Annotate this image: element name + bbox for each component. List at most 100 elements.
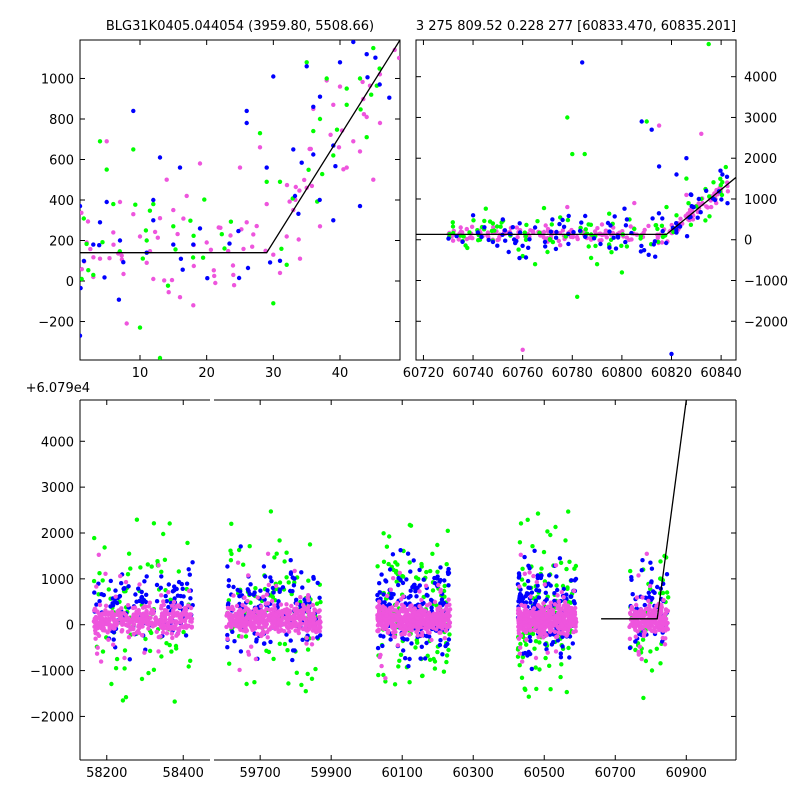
data-point: [255, 631, 260, 637]
data-point: [664, 607, 669, 613]
data-point: [518, 625, 523, 630]
data-point: [111, 630, 117, 635]
data-point: [439, 597, 445, 602]
data-point: [100, 616, 105, 621]
data-point: [157, 216, 163, 221]
data-point: [117, 199, 123, 205]
data-point: [592, 229, 598, 234]
data-point: [510, 225, 515, 230]
data-point: [424, 603, 430, 608]
data-point: [446, 236, 451, 241]
data-point: [446, 637, 452, 642]
data-point: [279, 618, 284, 623]
data-point: [396, 664, 401, 669]
data-point: [176, 603, 181, 608]
data-point: [357, 149, 363, 154]
data-point: [227, 623, 232, 628]
data-point: [277, 641, 282, 646]
data-point: [522, 603, 527, 609]
data-point: [344, 86, 349, 91]
data-point: [263, 601, 269, 606]
data-point: [314, 629, 319, 635]
data-point: [630, 607, 635, 612]
data-point: [229, 612, 234, 618]
data-point: [248, 582, 253, 587]
data-point: [568, 600, 573, 605]
data-point: [706, 41, 711, 47]
data-point: [555, 593, 560, 598]
data-point: [225, 636, 230, 641]
data-point: [151, 201, 156, 207]
data-point: [81, 258, 87, 264]
data-point: [297, 256, 303, 261]
data-point: [306, 167, 311, 172]
data-point: [644, 551, 649, 556]
data-point: [593, 243, 598, 249]
data-point: [230, 263, 236, 268]
data-point: [545, 650, 550, 655]
data-point: [93, 636, 98, 641]
data-point: [555, 634, 560, 639]
data-point: [246, 611, 251, 616]
data-point: [435, 607, 440, 612]
data-point: [384, 544, 390, 549]
data-point: [562, 626, 568, 632]
data-point: [277, 270, 283, 276]
data-point: [236, 228, 241, 234]
data-point: [245, 587, 250, 592]
data-point: [634, 606, 639, 611]
data-point: [546, 581, 551, 586]
data-point: [269, 598, 275, 604]
data-point: [280, 585, 286, 590]
data-point: [118, 573, 123, 579]
data-point: [265, 551, 271, 556]
data-point: [658, 661, 663, 666]
data-point: [290, 657, 295, 663]
data-point: [419, 597, 424, 603]
data-point: [450, 220, 455, 225]
data-point: [102, 545, 107, 550]
data-point: [419, 607, 424, 612]
data-point: [243, 634, 249, 639]
data-point: [378, 633, 383, 638]
data-point: [704, 204, 709, 209]
data-point: [121, 586, 126, 591]
data-point: [237, 594, 242, 599]
data-point: [458, 225, 463, 230]
data-point: [388, 595, 393, 601]
data-point: [642, 227, 647, 233]
data-point: [684, 234, 690, 239]
x-tick-label: 20: [198, 366, 215, 381]
data-point: [654, 646, 659, 651]
data-point: [293, 621, 299, 626]
data-point: [723, 164, 728, 170]
data-point: [131, 616, 137, 622]
data-point: [516, 575, 522, 580]
data-point: [515, 235, 520, 240]
data-point: [177, 295, 183, 300]
data-point: [272, 603, 277, 608]
data-point: [137, 325, 143, 330]
data-point: [95, 620, 100, 625]
data-point: [407, 680, 412, 685]
data-point: [557, 221, 562, 227]
x-tick-label: 60300: [453, 766, 494, 781]
data-point: [444, 659, 449, 665]
data-point: [558, 243, 563, 248]
data-point: [97, 611, 102, 617]
data-point: [423, 583, 429, 588]
data-point: [407, 619, 413, 624]
data-point: [123, 579, 129, 585]
data-point: [242, 608, 247, 614]
data-point: [655, 235, 660, 241]
data-point: [431, 656, 436, 662]
data-point: [190, 560, 195, 565]
data-point: [151, 276, 156, 282]
data-point: [558, 651, 563, 656]
data-point: [569, 578, 574, 583]
data-point: [411, 558, 416, 563]
data-point: [428, 624, 433, 629]
data-point: [81, 216, 87, 221]
data-point: [186, 588, 192, 594]
data-point: [524, 613, 530, 618]
